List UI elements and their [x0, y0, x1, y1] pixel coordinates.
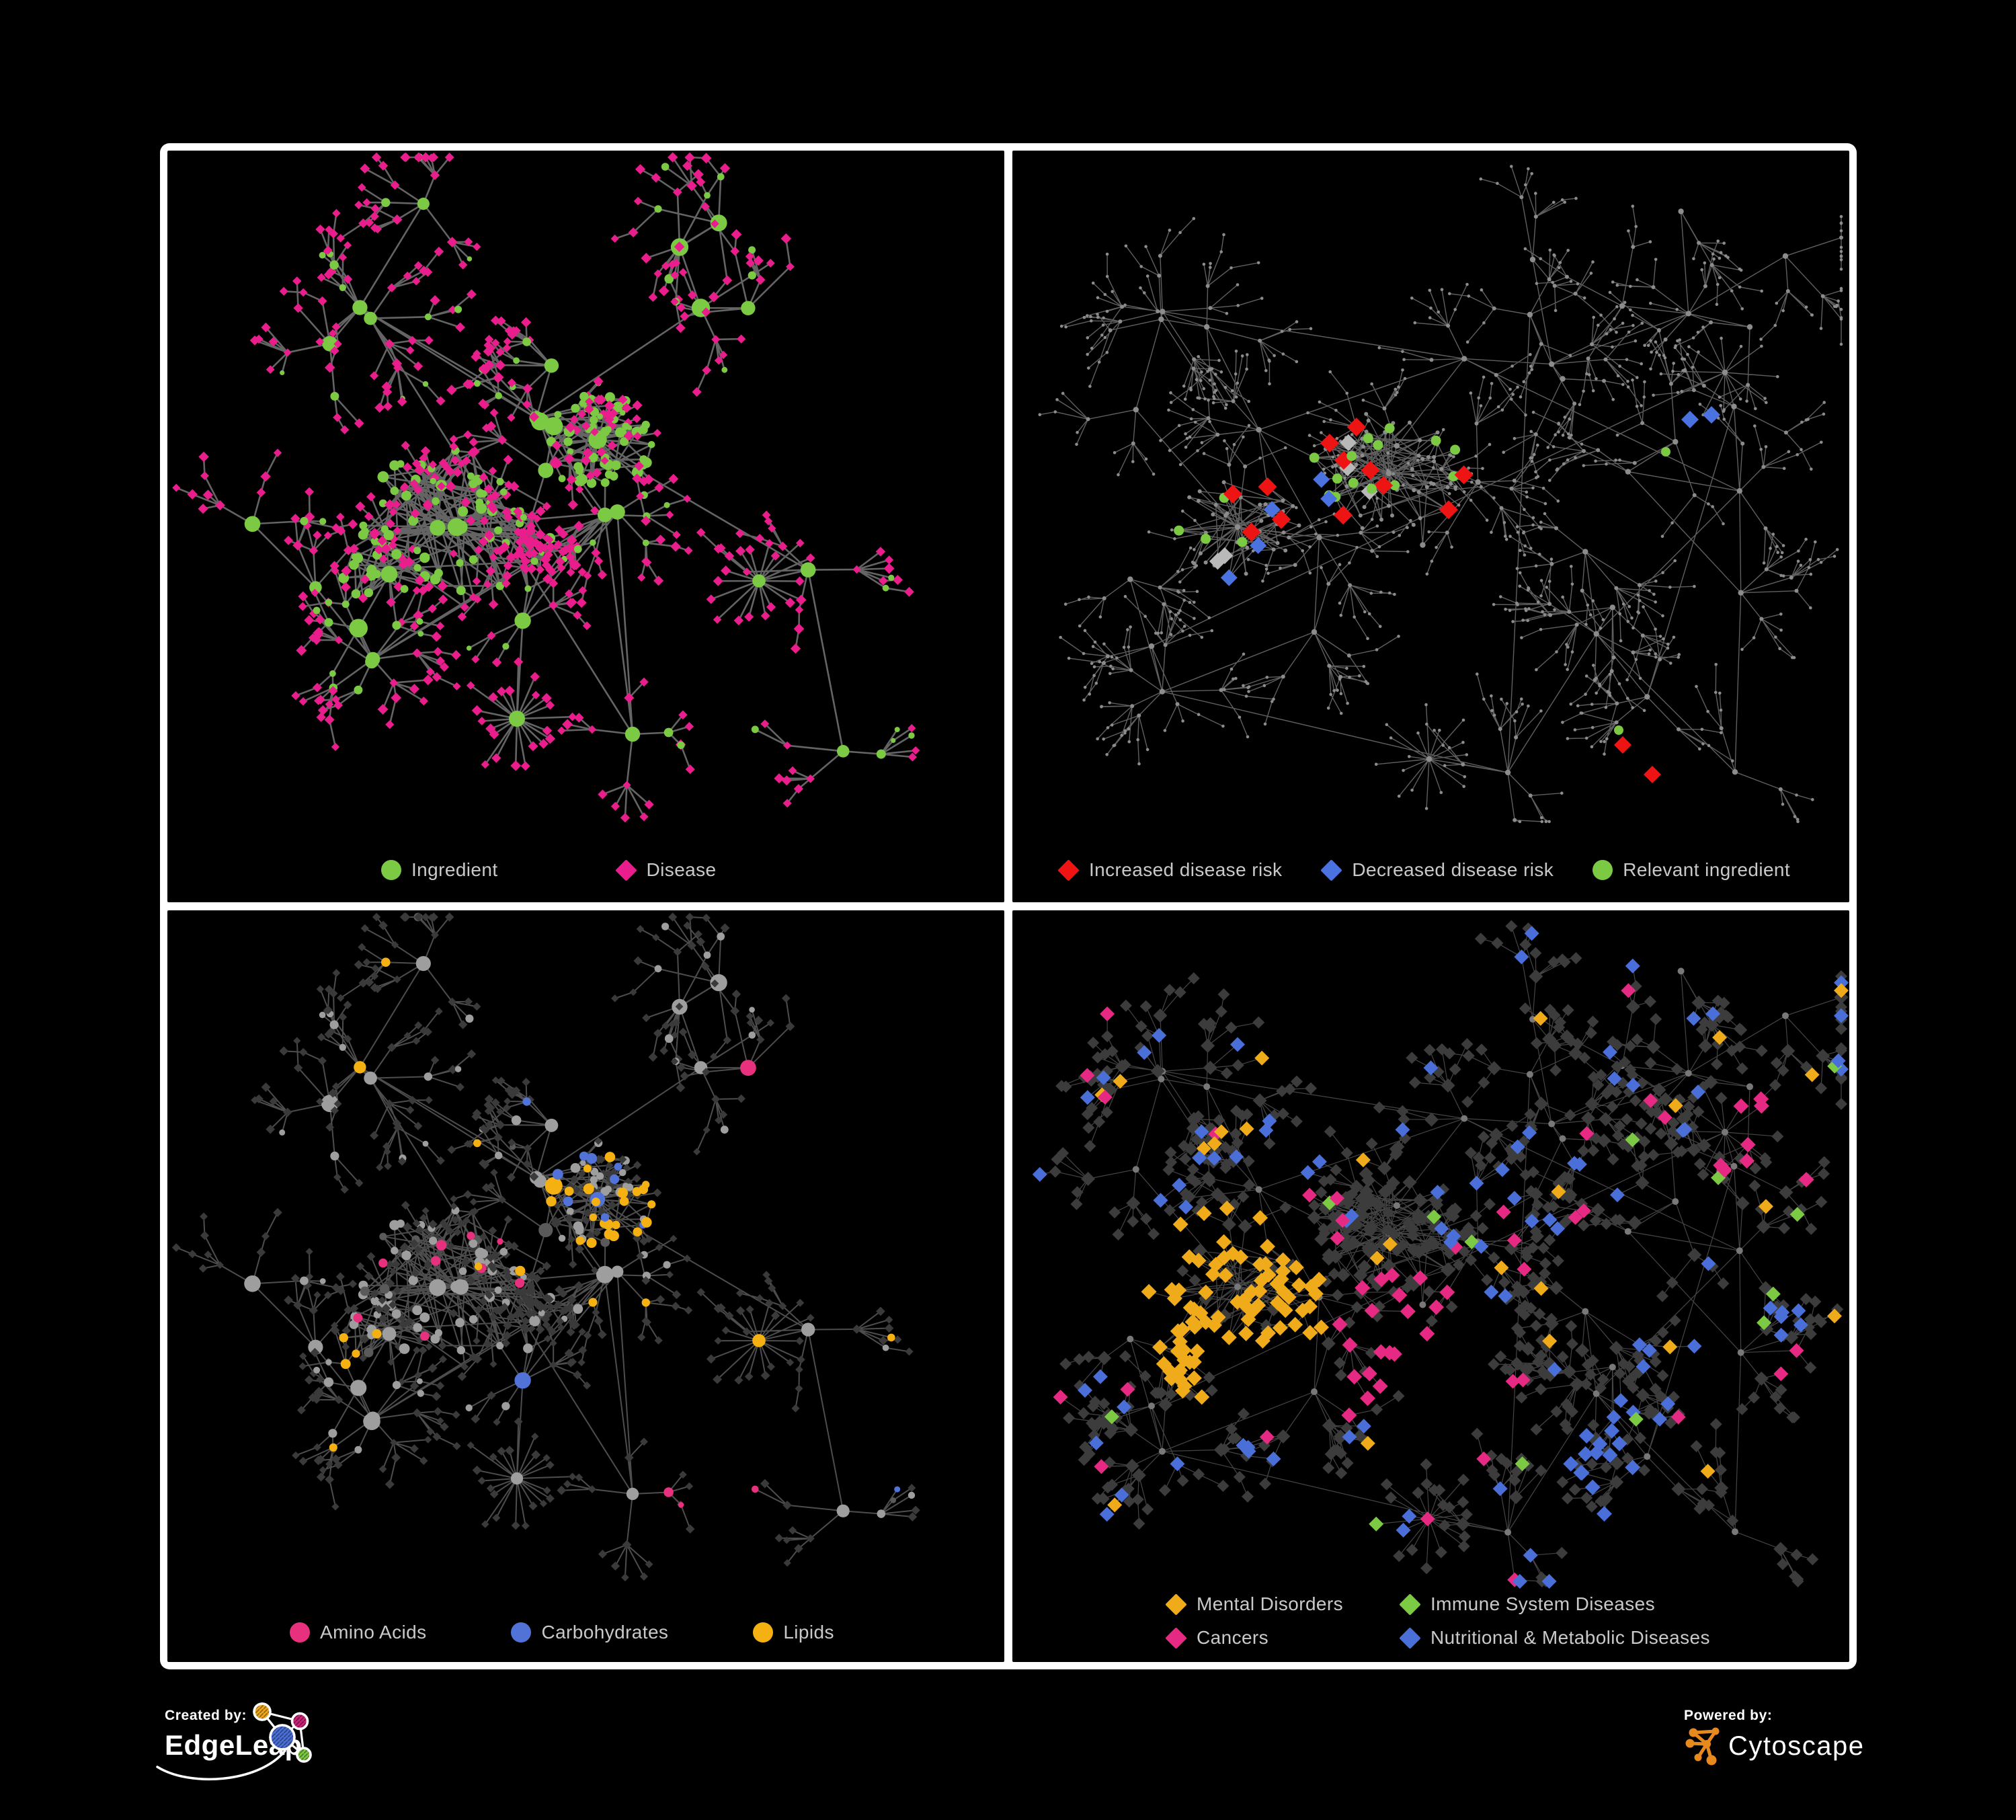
legend-label: Immune System Diseases — [1430, 1593, 1656, 1614]
powered-by-label: Powered by: — [1684, 1708, 1773, 1723]
legend-label: Cancers — [1197, 1627, 1269, 1648]
legend-item-carbohydrates: Carbohydrates — [511, 1622, 668, 1643]
edgeleap-wordmark: EdgeLeap — [165, 1729, 303, 1761]
disease-categories-network — [1032, 920, 1849, 1589]
legend-label: Ingredient — [411, 859, 498, 880]
legend-item-disease: Disease — [614, 859, 717, 881]
figure-frame: Ingredient Disease Increased disease ris… — [160, 143, 1857, 1669]
legend-ingredient-disease: Ingredient Disease — [381, 859, 717, 881]
legend-item-amino-acids: Amino Acids — [290, 1622, 426, 1643]
immune-diseases-legend-icon — [1399, 1593, 1421, 1616]
legend-label: Nutritional & Metabolic Diseases — [1430, 1627, 1710, 1648]
cytoscape-logo-icon — [1685, 1727, 1720, 1766]
legend-label: Disease — [646, 859, 717, 880]
panel-ingredient-disease: Ingredient Disease — [167, 151, 1004, 902]
legend-item-lipids: Lipids — [753, 1622, 834, 1643]
legend-item-cancers: Cancers — [1165, 1626, 1400, 1649]
legend-label: Decreased disease risk — [1352, 859, 1554, 880]
nodes-layer — [1038, 165, 1843, 824]
amino-acids-legend-icon — [290, 1622, 310, 1643]
panel-disease-categories: Mental Disorders Immune System Diseases … — [1012, 910, 1849, 1662]
legend-item-ingredient: Ingredient — [381, 859, 498, 881]
legend-label: Carbohydrates — [541, 1622, 669, 1643]
legend-label: Increased disease risk — [1089, 859, 1283, 880]
legend-disease-categories: Mental Disorders Immune System Diseases … — [1165, 1593, 1710, 1649]
panel-macronutrient-classes: Amino Acids Carbohydrates Lipids — [167, 910, 1004, 1662]
cytoscape-wordmark: Cytoscape — [1728, 1731, 1865, 1761]
increased-risk-legend-icon — [1057, 859, 1080, 881]
carbohydrates-legend-icon — [511, 1622, 532, 1643]
legend-label: Mental Disorders — [1197, 1593, 1344, 1614]
edges-layer — [1039, 165, 1842, 822]
legend-label: Lipids — [783, 1622, 834, 1643]
legend-item-nutritional-metabolic: Nutritional & Metabolic Diseases — [1399, 1626, 1710, 1649]
nodes-layer — [172, 152, 920, 823]
nodes-layer — [171, 912, 920, 1582]
legend-disease-risk: Increased disease risk Decreased disease… — [1057, 859, 1790, 881]
created-by-block: Created by: EdgeLeap — [165, 1708, 303, 1762]
panel-disease-risk: Increased disease risk Decreased disease… — [1012, 151, 1849, 902]
nutritional-metabolic-legend-icon — [1399, 1626, 1421, 1649]
legend-label: Relevant ingredient — [1623, 859, 1791, 880]
nodes-layer — [1032, 920, 1849, 1589]
created-by-label: Created by: — [165, 1708, 247, 1723]
ingredient-disease-network — [172, 152, 920, 823]
lipids-legend-icon — [753, 1622, 774, 1643]
powered-by-block: Powered by: Cytoscape — [1684, 1708, 1864, 1766]
legend-item-decreased-risk: Decreased disease risk — [1320, 859, 1554, 881]
legend-item-relevant-ingredient: Relevant ingredient — [1592, 859, 1790, 881]
edges-layer — [175, 156, 917, 819]
disease-legend-icon — [614, 859, 637, 881]
disease-risk-network — [1038, 165, 1843, 824]
legend-item-immune-diseases: Immune System Diseases — [1399, 1593, 1710, 1616]
macronutrient-network — [171, 912, 920, 1582]
legend-item-mental-disorders: Mental Disorders — [1165, 1593, 1400, 1616]
ingredient-legend-icon — [381, 860, 401, 880]
cancers-legend-icon — [1165, 1626, 1187, 1649]
relevant-ingredient-legend-icon — [1592, 860, 1613, 880]
decreased-risk-legend-icon — [1320, 859, 1343, 881]
edges-layer — [175, 916, 917, 1579]
legend-label: Amino Acids — [320, 1622, 427, 1643]
legend-item-increased-risk: Increased disease risk — [1057, 859, 1283, 881]
mental-disorders-legend-icon — [1165, 1593, 1187, 1616]
legend-macronutrients: Amino Acids Carbohydrates Lipids — [290, 1622, 834, 1643]
